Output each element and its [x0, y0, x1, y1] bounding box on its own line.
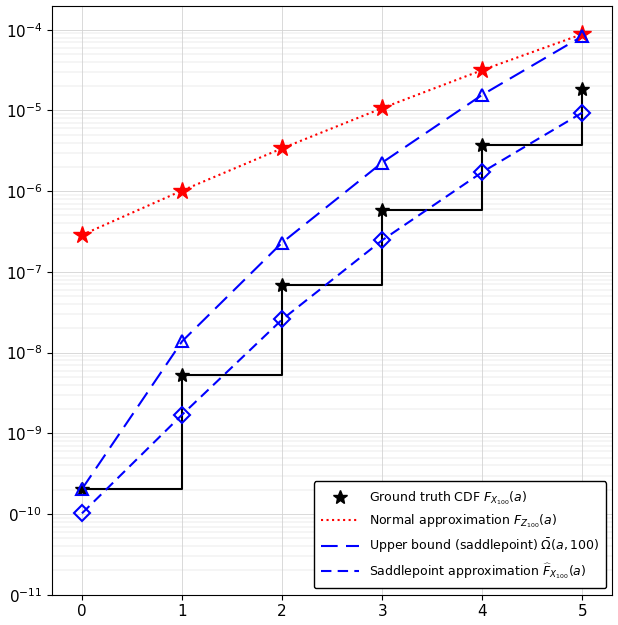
Upper bound (saddlepoint) $\bar{\Omega}(a, 100)$	[378, 159, 386, 166]
Saddlepoint approximation $\widehat{F}_{X_{100}}(a)$	[279, 316, 286, 323]
Saddlepoint approximation $\widehat{F}_{X_{100}}(a)$	[78, 509, 86, 517]
Normal approximation $F_{Z_{100}}(a)$	[279, 144, 286, 152]
Ground truth CDF $F_{X_{100}}(a)$	[378, 206, 386, 214]
Upper bound (saddlepoint) $\bar{\Omega}(a, 100)$	[179, 338, 186, 345]
Saddlepoint approximation $\widehat{F}_{X_{100}}(a)$	[378, 236, 386, 244]
Normal approximation $F_{Z_{100}}(a)$	[179, 187, 186, 194]
Normal approximation $F_{Z_{100}}(a)$	[578, 31, 586, 38]
Upper bound (saddlepoint) $\bar{\Omega}(a, 100)$	[78, 486, 86, 493]
Ground truth CDF $F_{X_{100}}(a)$	[478, 141, 486, 149]
Line: Normal approximation $F_{Z_{100}}(a)$: Normal approximation $F_{Z_{100}}(a)$	[82, 34, 582, 235]
Upper bound (saddlepoint) $\bar{\Omega}(a, 100)$	[279, 239, 286, 246]
Normal approximation $F_{Z_{100}}(a)$	[378, 104, 386, 112]
Upper bound (saddlepoint) $\bar{\Omega}(a, 100)$	[578, 32, 586, 40]
Line: Upper bound (saddlepoint) $\bar{\Omega}(a, 100)$: Upper bound (saddlepoint) $\bar{\Omega}(…	[82, 36, 582, 489]
Legend: Ground truth CDF $F_{X_{100}}(a)$, Normal approximation $F_{Z_{100}}(a)$, Upper : Ground truth CDF $F_{X_{100}}(a)$, Norma…	[313, 481, 606, 589]
Saddlepoint approximation $\widehat{F}_{X_{100}}(a)$	[578, 109, 586, 116]
Line: Ground truth CDF $F_{X_{100}}(a)$: Ground truth CDF $F_{X_{100}}(a)$	[75, 82, 590, 496]
Normal approximation $F_{Z_{100}}(a)$	[478, 66, 486, 74]
Ground truth CDF $F_{X_{100}}(a)$	[578, 85, 586, 92]
Saddlepoint approximation $\widehat{F}_{X_{100}}(a)$	[179, 411, 186, 419]
Ground truth CDF $F_{X_{100}}(a)$	[179, 371, 186, 379]
Ground truth CDF $F_{X_{100}}(a)$	[78, 486, 86, 493]
Upper bound (saddlepoint) $\bar{\Omega}(a, 100)$	[478, 91, 486, 99]
Ground truth CDF $F_{X_{100}}(a)$	[279, 281, 286, 289]
Saddlepoint approximation $\widehat{F}_{X_{100}}(a)$	[478, 168, 486, 176]
Normal approximation $F_{Z_{100}}(a)$	[78, 231, 86, 239]
Line: Saddlepoint approximation $\widehat{F}_{X_{100}}(a)$: Saddlepoint approximation $\widehat{F}_{…	[82, 112, 582, 513]
